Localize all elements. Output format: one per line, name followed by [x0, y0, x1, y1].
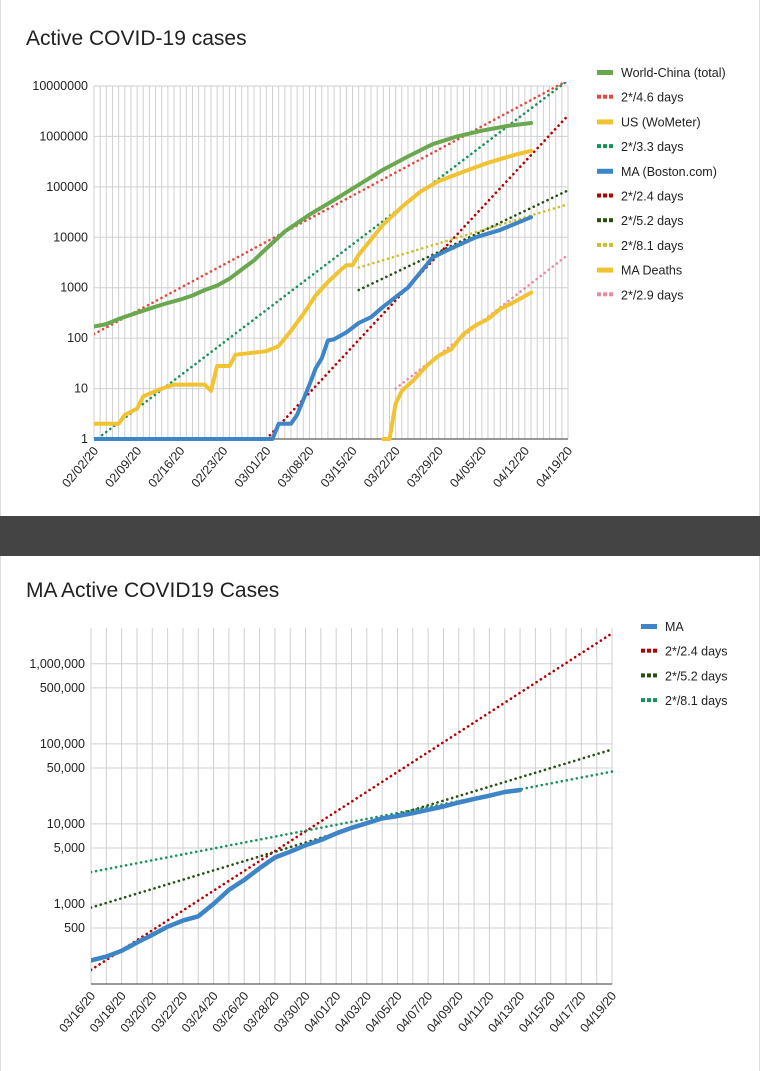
legend-swatch [653, 648, 657, 653]
legend-label: 2*/2.9 days [621, 288, 684, 302]
legend-label: 2*/5.2 days [621, 214, 684, 228]
chart-title-bottom: MA Active COVID19 Cases [26, 579, 280, 602]
legend-swatch [597, 168, 613, 174]
series-line [94, 121, 534, 329]
legend-swatch [641, 624, 657, 629]
x-tick-label: 02/02/20 [59, 444, 101, 490]
x-tick-label: 03/01/20 [232, 444, 274, 490]
y-tick-label: 10 [74, 382, 88, 396]
legend-swatch [597, 119, 613, 125]
legend-label: 2*/8.1 days [665, 694, 728, 708]
legend-label: MA (Boston.com) [621, 165, 717, 179]
legend-label: 2*/8.1 days [621, 239, 684, 253]
legend-swatch [653, 698, 657, 703]
legend-swatch [603, 218, 607, 223]
x-tick-label: 03/29/20 [404, 444, 446, 490]
legend-label: MA [665, 620, 684, 634]
legend-swatch [641, 673, 645, 678]
legend-label: World-China (total) [621, 66, 726, 80]
legend-swatch [609, 193, 613, 198]
legend: World-China (total) 2*/4.6 days US (WoMete… [597, 66, 726, 302]
legend-swatch [609, 144, 613, 149]
legend-label: 2*/5.2 days [665, 669, 728, 683]
legend-swatch [597, 292, 601, 297]
y-tick-label: 100,000 [40, 737, 85, 751]
y-tick-label: 1,000,000 [29, 657, 85, 671]
chart-bottom-svg: 500 1,000 5,000 10,000 50,000 100,000 500,000 1… [29, 620, 728, 1035]
series-line [357, 189, 570, 292]
legend-swatch [609, 242, 613, 247]
legend-swatch [609, 218, 613, 223]
y-tick-label: 50,000 [47, 761, 85, 775]
legend-label: 2*/2.4 days [665, 645, 728, 659]
series-line [91, 787, 523, 963]
x-tick-label: 04/12/20 [490, 444, 532, 490]
legend-swatch [597, 218, 601, 223]
series-line [91, 748, 614, 909]
legend-swatch [603, 242, 607, 247]
x-tick-label: 02/23/20 [189, 444, 231, 490]
legend-label: 2*/2.4 days [621, 190, 684, 204]
legend-swatch [641, 698, 645, 703]
legend-swatch [597, 144, 601, 149]
legend-swatch [597, 94, 601, 99]
x-tick-label: 04/19/20 [533, 444, 575, 490]
legend-swatch [603, 193, 607, 198]
panel-divider [0, 516, 760, 556]
legend-label: 2*/3.3 days [621, 140, 684, 154]
chart-top-svg: 1 10 100 1000 10000 100000 1000000 10000000 02/0… [32, 66, 726, 490]
legend: MA 2*/2.4 days 2*/5.2 days 2*/8.1 days [641, 620, 728, 708]
y-tick-label: 1 [81, 432, 88, 446]
x-tick-label: 03/22/20 [361, 444, 403, 490]
grid [90, 628, 613, 985]
series-line [381, 290, 534, 441]
y-tick-label: 100 [67, 331, 88, 345]
y-tick-label: 10000000 [32, 79, 88, 93]
series-line [94, 148, 534, 426]
series-line [265, 114, 570, 441]
legend-swatch [597, 242, 601, 247]
plot-area [94, 82, 570, 441]
y-tick-label: 1,000 [54, 897, 85, 911]
series-line [91, 632, 614, 972]
y-tick-label: 10,000 [47, 817, 85, 831]
y-tick-label: 5,000 [54, 841, 85, 855]
series-line [91, 770, 614, 874]
y-tick-label: 10000 [53, 230, 88, 244]
y-tick-label: 500 [64, 921, 85, 935]
legend-label: US (WoMeter) [621, 115, 701, 129]
chart-title-top: Active COVID-19 cases [26, 27, 247, 50]
y-tick-label: 1000 [60, 281, 88, 295]
series-line [94, 215, 534, 441]
legend-swatch [647, 698, 651, 703]
x-tick-label: 04/05/20 [447, 444, 489, 490]
legend-swatch [653, 673, 657, 678]
legend-swatch [597, 70, 613, 75]
legend-swatch [597, 193, 601, 198]
x-tick-label: 02/16/20 [145, 444, 187, 490]
legend-swatch [647, 648, 651, 653]
chart-panel-bottom [0, 556, 760, 1071]
x-tick-label: 03/08/20 [275, 444, 317, 490]
legend-label: MA Deaths [621, 264, 682, 278]
grid [93, 85, 569, 440]
legend-swatch [603, 94, 607, 99]
legend-swatch [609, 292, 613, 297]
legend-swatch [597, 267, 613, 273]
legend-swatch [647, 673, 651, 678]
x-tick-label: 03/15/20 [318, 444, 360, 490]
legend-swatch [603, 144, 607, 149]
legend-swatch [641, 648, 645, 653]
plot-area [91, 632, 614, 972]
y-tick-label: 1000000 [39, 129, 88, 143]
y-tick-label: 500,000 [40, 681, 85, 695]
legend-swatch [603, 292, 607, 297]
x-tick-label: 02/09/20 [102, 444, 144, 490]
legend-label: 2*/4.6 days [621, 91, 684, 105]
y-tick-label: 100000 [46, 180, 88, 194]
legend-swatch [609, 94, 613, 99]
series-line [94, 82, 568, 336]
series-line [357, 203, 570, 269]
